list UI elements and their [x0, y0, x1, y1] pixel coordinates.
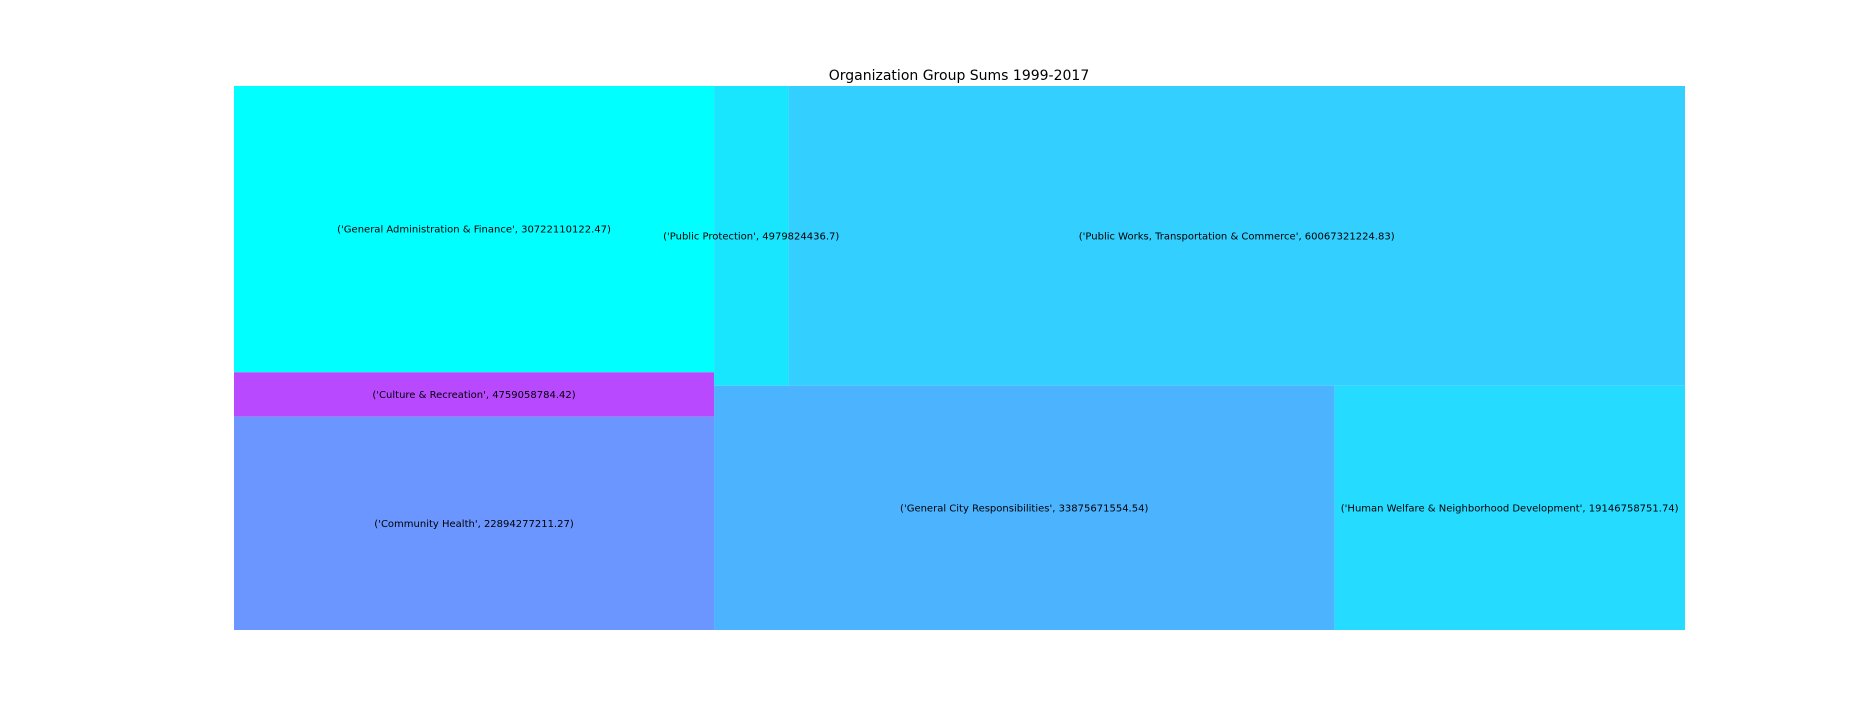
treemap-rect-culture-recreation: [234, 372, 715, 417]
treemap-rect-public-protection: [714, 86, 789, 386]
treemap-labels: ('General Administration & Finance', 307…: [337, 225, 1679, 530]
treemap-label-general-city-responsibilities: ('General City Responsibilities', 338756…: [900, 503, 1148, 514]
treemap-label-general-administration-finance: ('General Administration & Finance', 307…: [337, 225, 611, 236]
treemap-rect-general-administration-finance: [234, 86, 715, 373]
treemap-rects: [234, 86, 1685, 630]
chart-title: Organization Group Sums 1999-2017: [829, 68, 1089, 84]
treemap-rect-general-city-responsibilities: [714, 385, 1335, 630]
treemap-rect-community-health: [234, 416, 715, 630]
treemap-label-public-protection: ('Public Protection', 4979824436.7): [663, 231, 839, 242]
treemap-label-public-works: ('Public Works, Transportation & Commerc…: [1079, 231, 1395, 242]
treemap-rect-public-works: [788, 86, 1685, 386]
treemap-label-community-health: ('Community Health', 22894277211.27): [374, 519, 574, 530]
treemap-label-culture-recreation: ('Culture & Recreation', 4759058784.42): [372, 390, 575, 401]
treemap-label-human-welfare-neighborhood-development: ('Human Welfare & Neighborhood Developme…: [1341, 503, 1679, 514]
treemap-rect-human-welfare-neighborhood-development: [1334, 385, 1685, 630]
